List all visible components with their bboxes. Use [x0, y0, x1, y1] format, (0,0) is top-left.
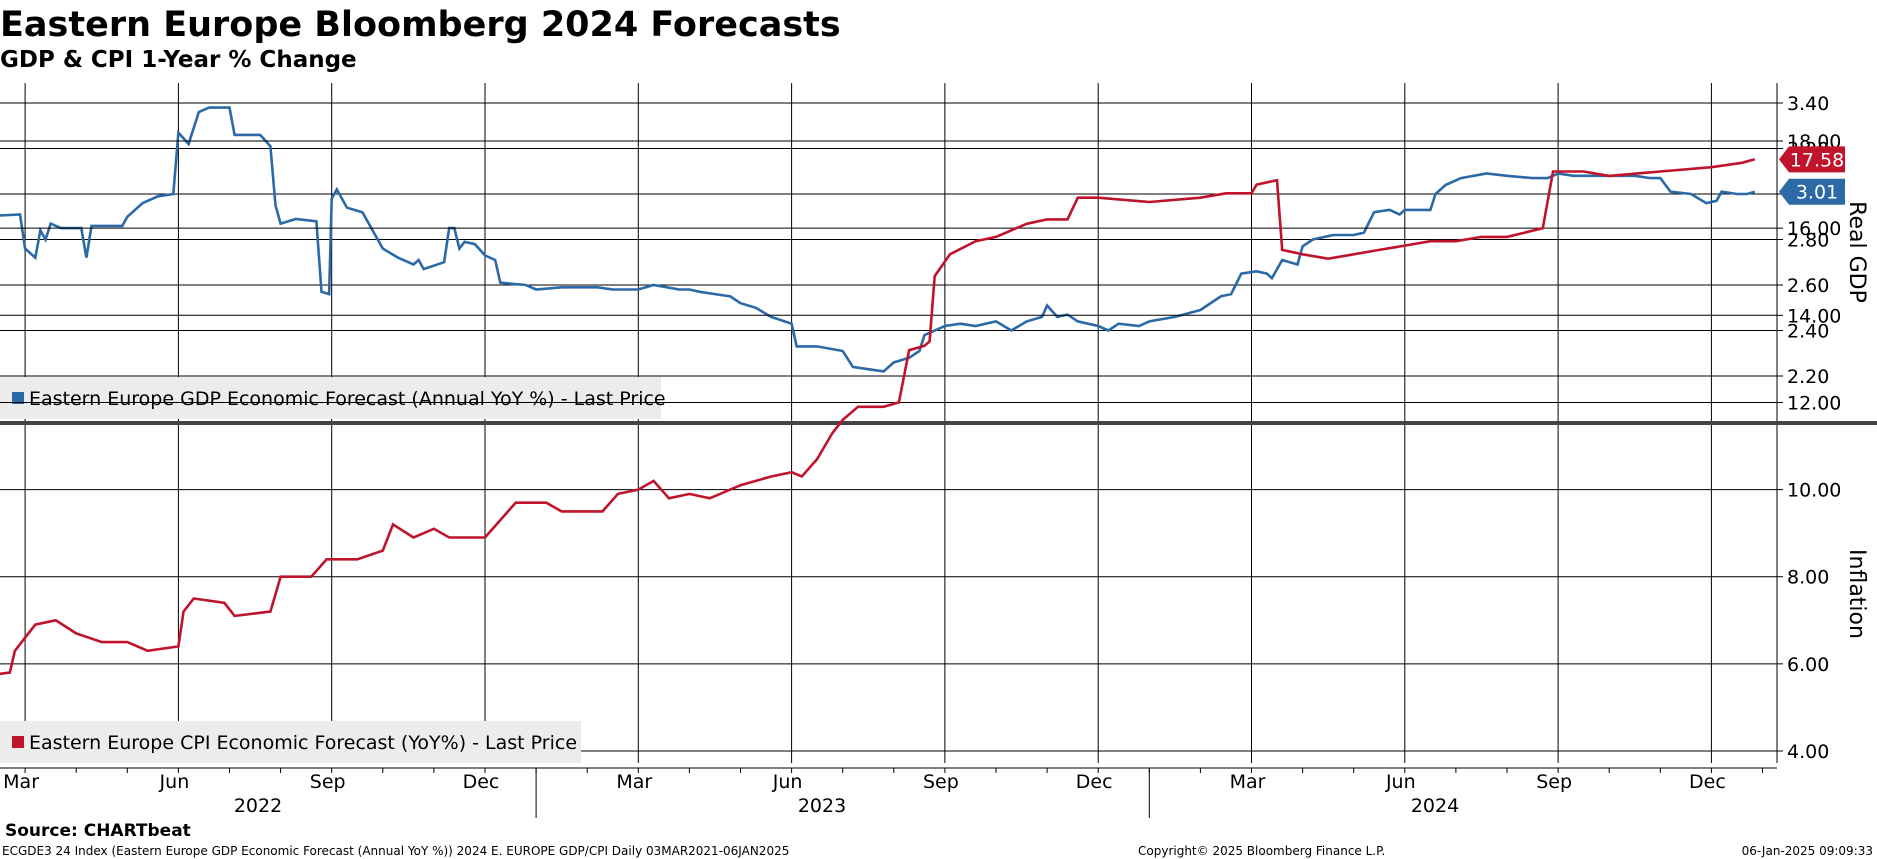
series-line [0, 158, 1756, 676]
x-month-label: Jun [1385, 771, 1416, 793]
y-tick-label: 3.40 [1787, 93, 1829, 115]
x-month-label: Dec [1076, 771, 1113, 793]
x-month-label: Jun [772, 771, 803, 793]
x-month-label: Mar [3, 771, 39, 793]
x-month-label: Sep [310, 771, 346, 793]
x-month-label: Mar [616, 771, 652, 793]
last-value-badge [1779, 146, 1845, 173]
legend-box [0, 721, 581, 763]
y-tick-label: 4.00 [1787, 741, 1829, 763]
y-axis-label: Inflation [1844, 549, 1869, 639]
x-month-label: Sep [923, 771, 959, 793]
x-axis: Mar Jun Sep Dec Mar Jun Sep Dec Mar Jun Sep Dec 2022… [0, 767, 1777, 818]
x-year-label: 2022 [234, 795, 282, 817]
x-month-label: Dec [1689, 771, 1726, 793]
legend-swatch [12, 392, 24, 404]
last-value-label: 3.01 [1796, 182, 1838, 204]
last-value-label: 17.58 [1790, 149, 1844, 171]
x-month-label: Sep [1536, 771, 1572, 793]
y-tick-label: 2.60 [1787, 275, 1829, 297]
y-axis-label: Real GDP [1844, 201, 1869, 303]
footer-right: 06-Jan-2025 09:09:33 [1742, 844, 1873, 858]
footer-center: Copyright© 2025 Bloomberg Finance L.P. [1138, 844, 1385, 858]
legend-label: Eastern Europe CPI Economic Forecast (Yo… [29, 732, 577, 754]
y-tick-label: 16.00 [1787, 218, 1841, 240]
y-tick-label: 2.40 [1787, 321, 1829, 343]
y-tick-label: 2.20 [1787, 366, 1829, 388]
x-year-label: 2023 [798, 795, 846, 817]
last-value-badge [1779, 178, 1845, 205]
x-year-label: 2024 [1411, 795, 1459, 817]
legend-label: Eastern Europe GDP Economic Forecast (An… [29, 388, 666, 410]
legend-swatch [12, 736, 24, 748]
chart-title: Eastern Europe Bloomberg 2024 Forecasts [0, 5, 841, 45]
y-tick-label: 8.00 [1787, 567, 1829, 589]
grid-lines [0, 83, 1877, 763]
footer-left: ECGDE3 24 Index (Eastern Europe GDP Econ… [2, 844, 789, 858]
x-month-label: Dec [463, 771, 500, 793]
chart-subtitle: GDP & CPI 1-Year % Change [0, 47, 357, 73]
y-tick-label: 10.00 [1787, 480, 1841, 502]
x-month-label: Mar [1230, 771, 1266, 793]
y-tick-label: 14.00 [1787, 305, 1841, 327]
legend-box [0, 377, 661, 419]
cpi-panel: 4.006.008.0010.0012.0014.0016.0018.00Inf… [0, 131, 1869, 763]
y-tick-label: 12.00 [1787, 392, 1841, 414]
x-month-label: Jun [159, 771, 190, 793]
y-tick-label: 2.80 [1787, 230, 1829, 252]
source-label: Source: CHARTbeat [5, 821, 191, 841]
y-tick-label: 6.00 [1787, 654, 1829, 676]
